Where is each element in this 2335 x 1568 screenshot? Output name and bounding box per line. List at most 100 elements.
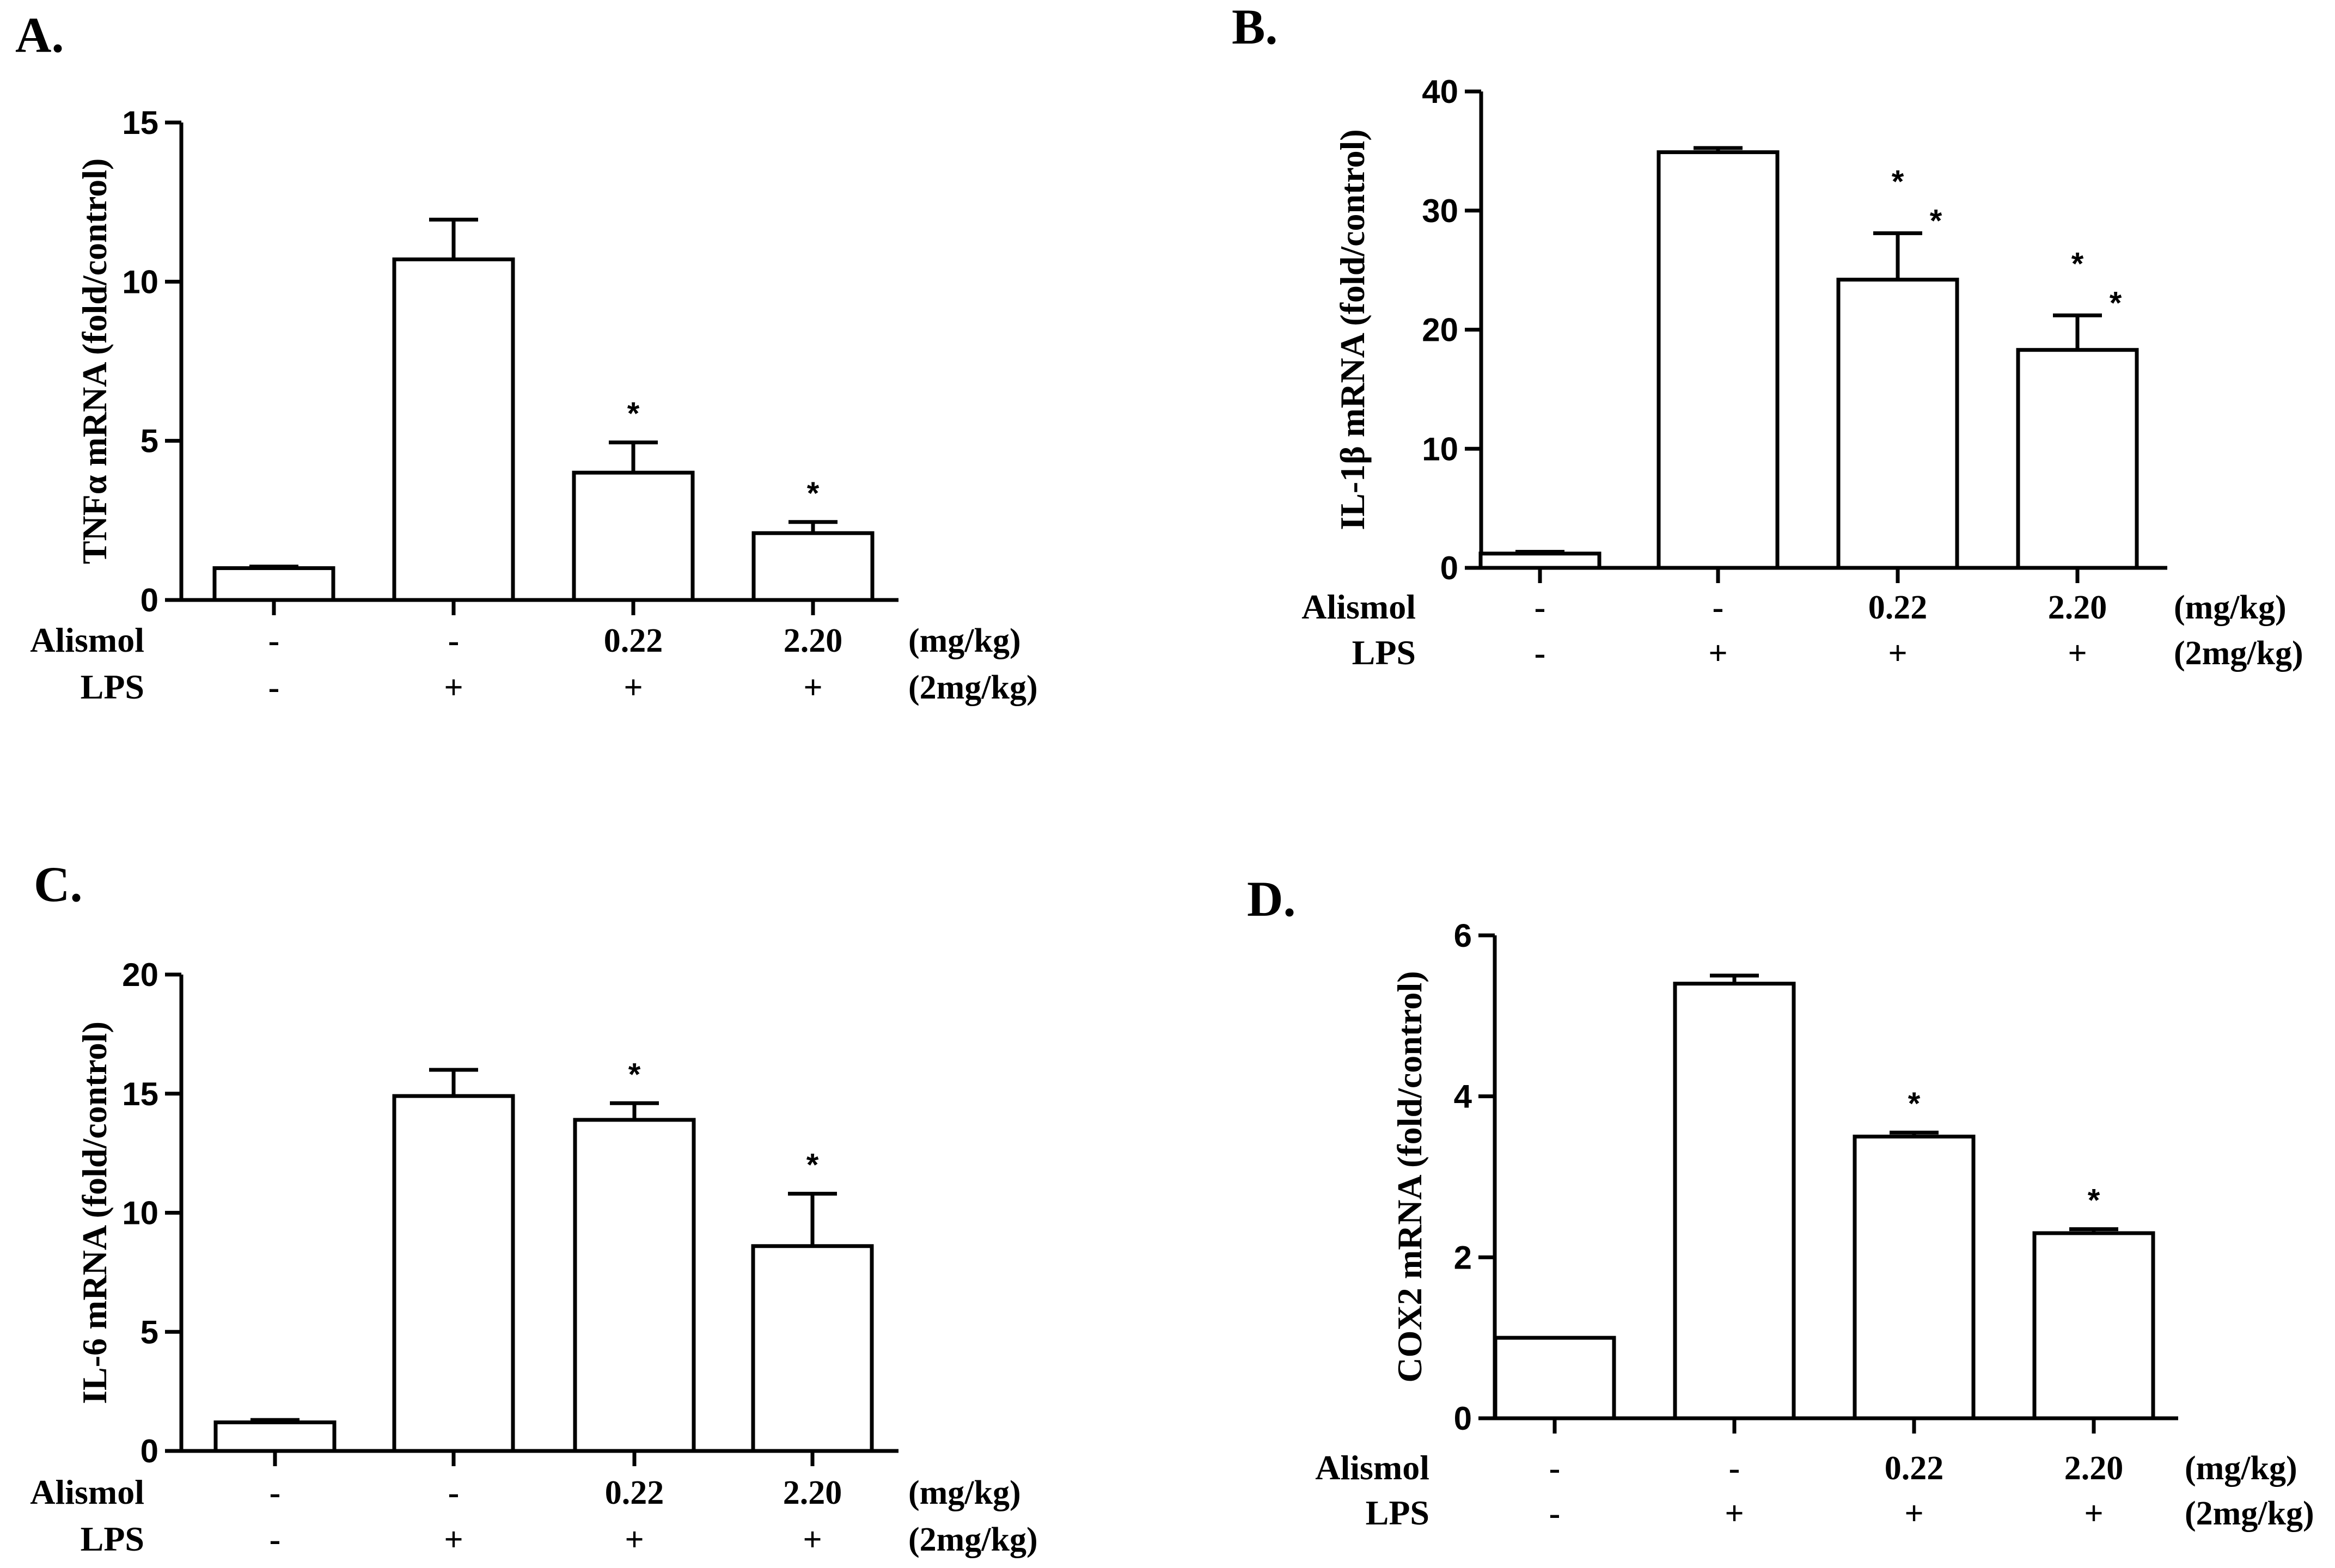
panel-d-bar-2 xyxy=(1673,982,1796,1420)
panel-d-alismol-cell-2: - xyxy=(1729,1450,1740,1487)
panel-b-letter: B. xyxy=(1232,0,1277,54)
panel-c-row-label-lps: LPS xyxy=(81,1520,144,1558)
panel-b-bar-4 xyxy=(2016,348,2139,570)
panel-c-alismol-cell-4: 2.20 xyxy=(783,1474,842,1511)
panel-b-lps-cell-3: + xyxy=(1888,635,1907,672)
panel-c-significance-3: * xyxy=(628,1057,641,1092)
panel-d-bar-1 xyxy=(1493,1336,1616,1420)
panel-c-y-axis-label: IL-6 mRNA (fold/control) xyxy=(75,1021,114,1404)
panel-d-alismol-cell-1: - xyxy=(1549,1450,1561,1487)
panel-c-y-tick-label: 15 xyxy=(122,1076,158,1112)
panel-c-y-tick-label: 0 xyxy=(140,1433,158,1469)
panel-b-y-tick-label: 10 xyxy=(1422,431,1458,467)
panel-d-row-label-lps: LPS xyxy=(1366,1493,1429,1532)
panel-a-alismol-cell-4: 2.20 xyxy=(784,622,843,659)
panel-a-bar-1 xyxy=(212,566,335,602)
panel-c-y-tick-label: 20 xyxy=(122,957,158,993)
panel-d-bar-3 xyxy=(1853,1135,1976,1420)
panel-b-y-tick-label: 0 xyxy=(1440,550,1458,586)
panel-a-y-tick-label: 15 xyxy=(122,105,158,141)
panel-d-significance-4: * xyxy=(2088,1183,2100,1218)
panel-d-y-tick-label: 0 xyxy=(1454,1400,1472,1437)
panel-c-bar-2 xyxy=(392,1094,515,1453)
panel-d-bar-4 xyxy=(2032,1231,2155,1420)
panel-b-significance-3-b: * xyxy=(1930,203,1942,238)
panel-c-significance-4: * xyxy=(806,1148,819,1183)
panel-b-significance-4: * xyxy=(2071,246,2084,281)
panel-b-y-tick-label: 20 xyxy=(1422,312,1458,348)
panel-b-alismol-unit: (mg/kg) xyxy=(2174,589,2287,626)
panel-c-alismol-cell-3: 0.22 xyxy=(605,1474,664,1511)
panel-d-lps-unit: (2mg/kg) xyxy=(2185,1495,2314,1532)
panel-b-lps-cell-4: + xyxy=(2068,635,2087,672)
panel-a-significance-4: * xyxy=(807,476,820,511)
panel-a-letter: A. xyxy=(15,7,64,63)
panel-c-bar-3 xyxy=(573,1118,696,1453)
panel-a-lps-cell-2: + xyxy=(444,669,463,706)
panel-a-bar-4 xyxy=(751,531,875,602)
panel-a-lps-cell-1: - xyxy=(268,669,280,706)
panel-d-letter: D. xyxy=(1247,871,1295,927)
panel-b-y-axis-label: IL-1β mRNA (fold/control) xyxy=(1333,129,1372,530)
panel-b-lps-unit: (2mg/kg) xyxy=(2174,635,2303,672)
panel-c-y-tick-label: 5 xyxy=(140,1314,158,1350)
panel-b-alismol-cell-1: - xyxy=(1535,589,1546,626)
panel-c-bar-1 xyxy=(213,1420,337,1453)
panel-d-row-label-alismol: Alismol xyxy=(1315,1448,1429,1487)
panel-a-lps-unit: (2mg/kg) xyxy=(908,669,1038,706)
panel-a-bar-3 xyxy=(572,470,695,602)
panel-c-letter: C. xyxy=(34,856,82,912)
panel-c-alismol-cell-2: - xyxy=(448,1474,460,1511)
panel-d-alismol-unit: (mg/kg) xyxy=(2185,1450,2297,1487)
panel-d-lps-cell-2: + xyxy=(1725,1495,1744,1532)
panel-a-y-tick-label: 5 xyxy=(140,423,158,460)
panel-a-alismol-unit: (mg/kg) xyxy=(908,622,1021,659)
panel-c-lps-cell-1: - xyxy=(270,1521,281,1558)
panel-d: D. 0 2 4 6 COX2 mRNA (fold/control) * * Alismol -… xyxy=(1247,871,2314,1532)
panel-c-lps-cell-4: + xyxy=(803,1521,822,1558)
panel-b-row-label-lps: LPS xyxy=(1352,633,1416,672)
panel-a-y-tick-label: 0 xyxy=(140,582,158,618)
panel-b-row-label-alismol: Alismol xyxy=(1301,587,1416,626)
panel-c-lps-unit: (2mg/kg) xyxy=(908,1521,1038,1558)
panel-c-lps-cell-2: + xyxy=(444,1521,463,1558)
panel-b-lps-cell-2: + xyxy=(1708,635,1727,672)
panel-a-lps-cell-4: + xyxy=(803,669,822,706)
panel-b-bar-3 xyxy=(1836,278,1959,570)
panel-b-significance-3: * xyxy=(1892,164,1904,199)
panel-a-alismol-cell-3: 0.22 xyxy=(604,622,663,659)
panel-b-alismol-cell-2: - xyxy=(1713,589,1724,626)
panel-d-y-tick-label: 4 xyxy=(1454,1079,1472,1115)
panel-c-alismol-unit: (mg/kg) xyxy=(908,1474,1021,1511)
panel-d-y-tick-label: 2 xyxy=(1454,1239,1472,1276)
panel-d-alismol-cell-3: 0.22 xyxy=(1885,1450,1944,1487)
panel-d-lps-cell-3: + xyxy=(1904,1495,1923,1532)
panel-b-lps-cell-1: - xyxy=(1535,635,1546,672)
panel-a-significance-3: * xyxy=(627,396,640,432)
panel-c-lps-cell-3: + xyxy=(625,1521,644,1558)
panel-b: B. 0 10 20 30 40 IL-1β mRNA (fold/control) * * * *… xyxy=(1232,0,2303,672)
panel-d-lps-cell-1: - xyxy=(1549,1495,1561,1532)
panel-d-significance-3: * xyxy=(1908,1086,1921,1122)
panel-c-bar-4 xyxy=(751,1244,874,1453)
panel-b-bar-1 xyxy=(1478,552,1602,570)
panel-b-significance-4-b: * xyxy=(2110,285,2122,321)
panel-c-row-label-alismol: Alismol xyxy=(30,1473,144,1511)
panel-d-alismol-cell-4: 2.20 xyxy=(2064,1450,2124,1487)
panel-a-bar-2 xyxy=(392,257,515,602)
panel-a-lps-cell-3: + xyxy=(624,669,643,706)
panel-b-bar-2 xyxy=(1656,150,1780,570)
panel-c-y-tick-label: 10 xyxy=(122,1195,158,1232)
panel-d-y-axis-label: COX2 mRNA (fold/control) xyxy=(1390,971,1429,1382)
panel-b-alismol-cell-3: 0.22 xyxy=(1868,589,1928,626)
panel-d-y-tick-label: 6 xyxy=(1454,917,1472,954)
panel-d-lps-cell-4: + xyxy=(2084,1495,2103,1532)
panel-b-y-tick-label: 30 xyxy=(1422,193,1458,229)
panel-a-alismol-cell-2: - xyxy=(448,622,460,659)
panel-a-y-tick-label: 10 xyxy=(122,264,158,300)
panel-c-alismol-cell-1: - xyxy=(270,1474,281,1511)
panel-b-y-tick-label: 40 xyxy=(1422,74,1458,110)
